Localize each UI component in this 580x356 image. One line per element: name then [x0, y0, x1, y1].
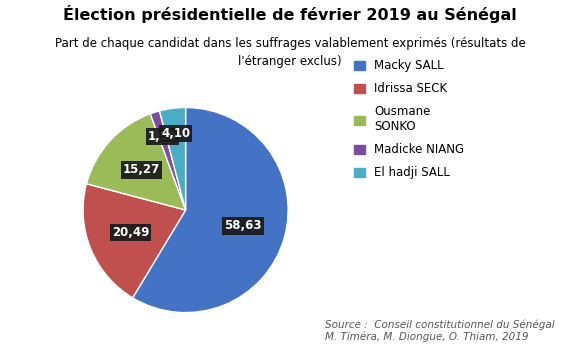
Wedge shape [133, 108, 288, 313]
Text: Part de chaque candidat dans les suffrages valablement exprimés (résultats de
l': Part de chaque candidat dans les suffrag… [55, 37, 525, 68]
Text: Élection présidentielle de février 2019 au Sénégal: Élection présidentielle de février 2019 … [63, 5, 517, 23]
Wedge shape [150, 111, 186, 210]
Wedge shape [86, 114, 186, 210]
Text: 4,10: 4,10 [161, 127, 190, 140]
Legend: Macky SALL, Idrissa SECK, Ousmane
SONKO, Madicke NIANG, El hadji SALL: Macky SALL, Idrissa SECK, Ousmane SONKO,… [354, 59, 464, 179]
Text: Source :  Conseil constitutionnel du Sénégal
M. Timéra, M. Diongue, O. Thiam, 20: Source : Conseil constitutionnel du Séné… [325, 319, 554, 342]
Text: 20,49: 20,49 [112, 226, 149, 239]
Wedge shape [83, 184, 186, 298]
Text: 58,63: 58,63 [224, 220, 262, 232]
Text: 1,50: 1,50 [148, 130, 177, 143]
Wedge shape [160, 108, 186, 210]
Text: 15,27: 15,27 [123, 163, 160, 177]
